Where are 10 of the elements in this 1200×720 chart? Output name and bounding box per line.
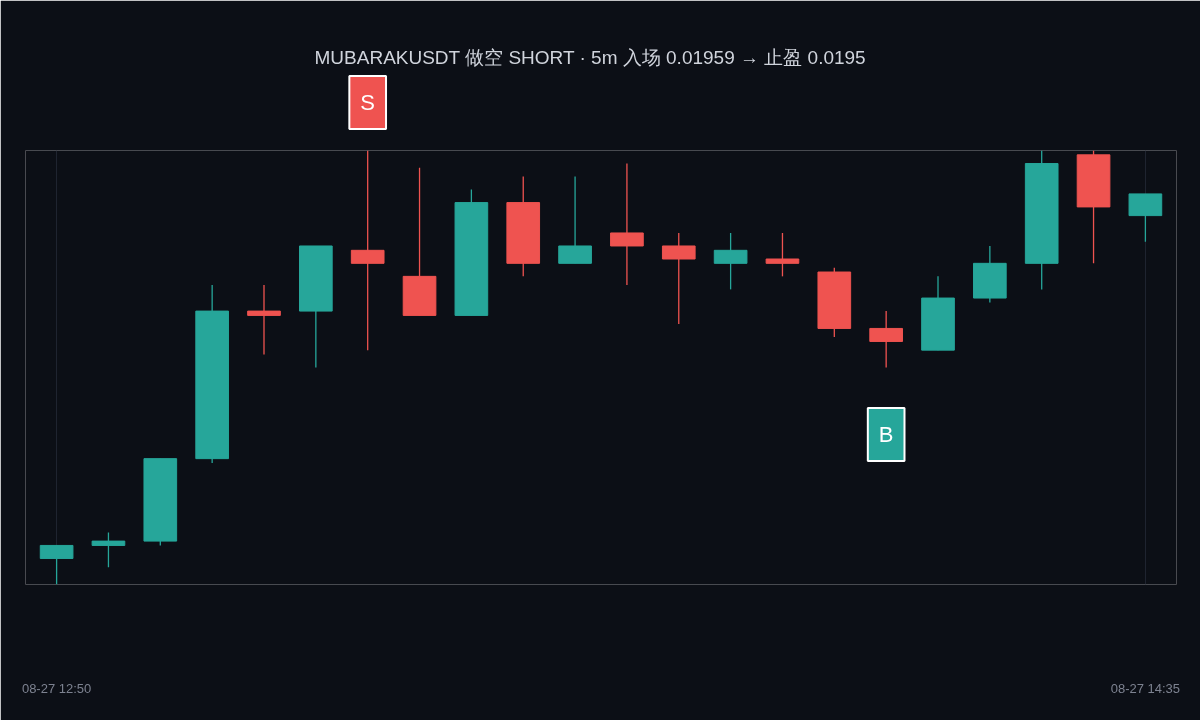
candlestick — [610, 162, 644, 286]
candlestick — [350, 150, 385, 351]
chart-title: MUBARAKUSDT 做空 SHORT · 5m 入场 0.01959 → 止盈 0.0195 — [314, 46, 866, 68]
candlestick — [765, 232, 800, 278]
x-tick-label: 08-27 12:50 — [21, 680, 92, 696]
x-tick-label: 08-27 14:35 — [1110, 680, 1181, 696]
annotation: B — [878, 422, 894, 447]
candlestick — [91, 531, 126, 568]
candlestick — [247, 284, 281, 356]
annotation: S — [360, 90, 376, 115]
